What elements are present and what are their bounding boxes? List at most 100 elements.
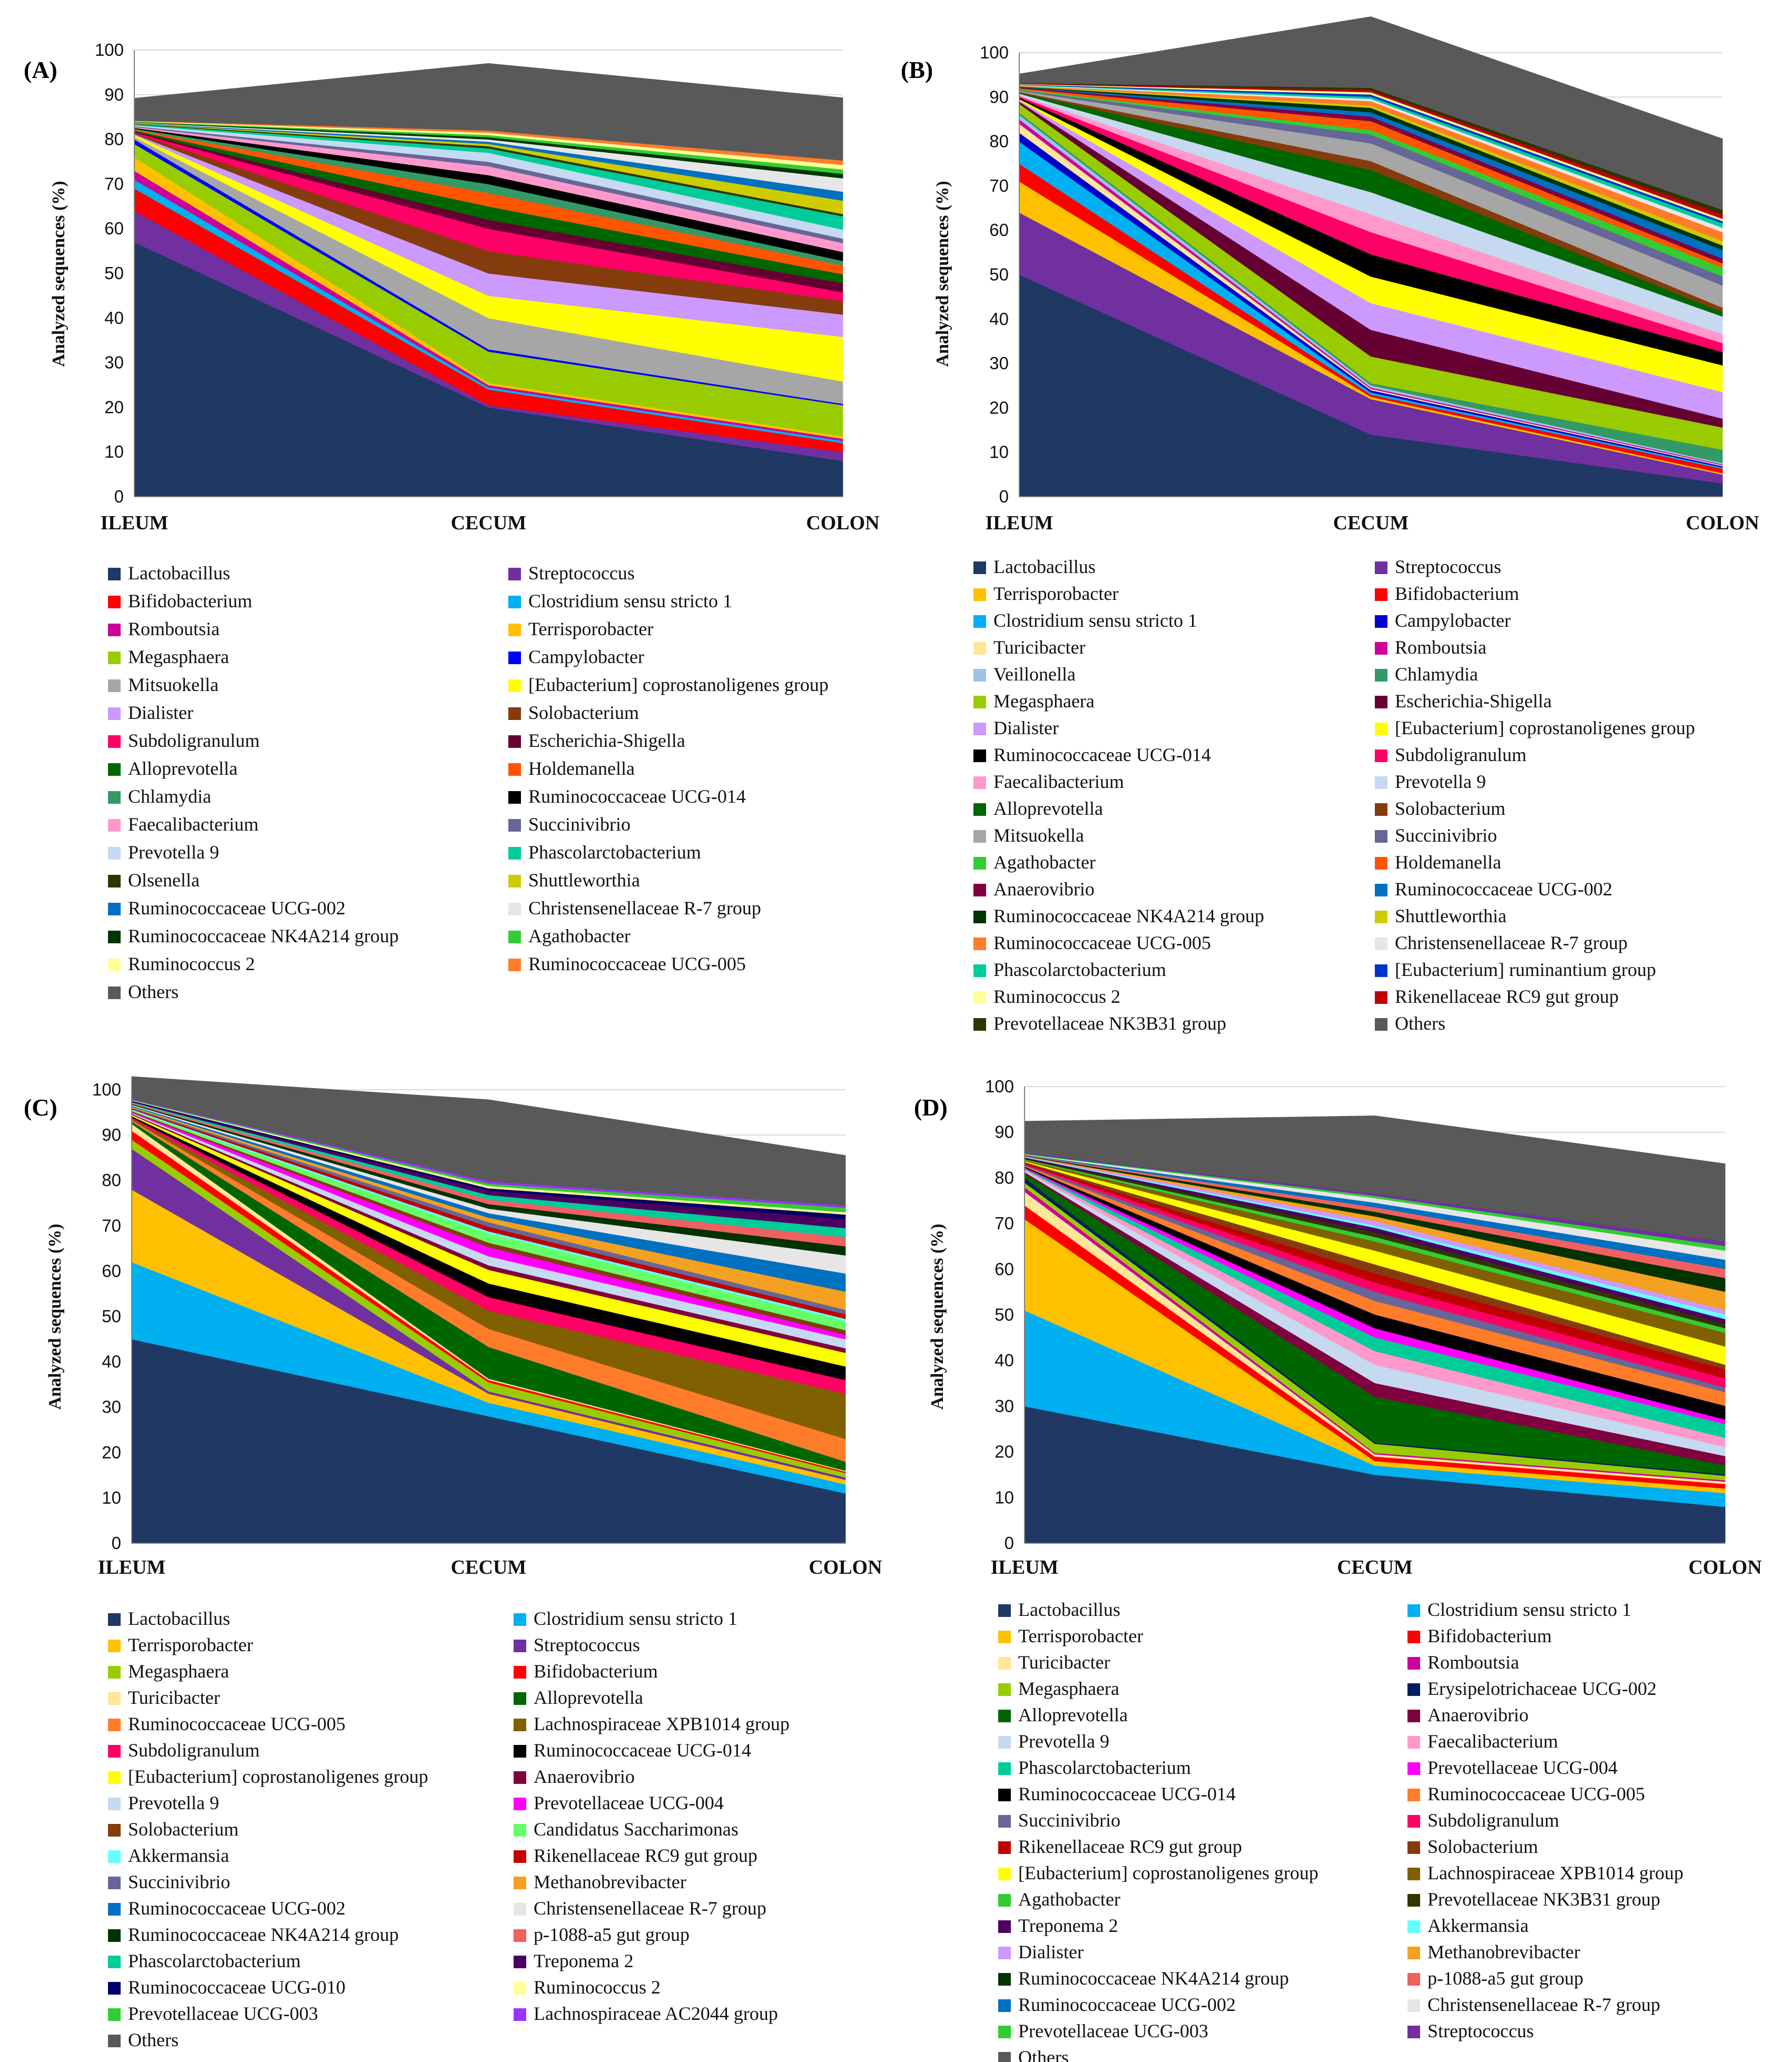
- legend-label: Alloprevotella: [128, 758, 238, 779]
- legend-swatch: [998, 2026, 1011, 2038]
- legend-label: Rikenellaceae RC9 gut group: [534, 1845, 757, 1866]
- legend-swatch: [508, 875, 521, 887]
- legend-swatch: [108, 1798, 121, 1810]
- legend-swatch: [108, 707, 121, 720]
- legend-label: Prevotellaceae UCG-004: [1427, 1757, 1618, 1778]
- legend-label: Ruminococcaceae UCG-010: [128, 1977, 346, 1998]
- legend-swatch: [108, 1956, 121, 1968]
- x-category-label: COLON: [1688, 1556, 1761, 1578]
- legend-swatch: [514, 1798, 526, 1810]
- legend-label: Bifidobacterium: [1395, 583, 1519, 604]
- legend-label: Chlamydia: [128, 786, 211, 807]
- legend-swatch: [973, 723, 986, 735]
- y-tick-label: 20: [995, 1442, 1014, 1462]
- legend-swatch: [998, 1841, 1011, 1854]
- legend-swatch: [1407, 1736, 1420, 1749]
- legend-swatch: [508, 596, 521, 608]
- legend-label: Methanobrevibacter: [534, 1871, 686, 1892]
- y-tick-label: 10: [995, 1487, 1014, 1507]
- legend-swatch: [108, 1719, 121, 1731]
- y-tick-label: 30: [989, 353, 1009, 373]
- legend-label: Akkermansia: [128, 1845, 229, 1866]
- legend-label: p-1088-a5 gut group: [1427, 1968, 1583, 1989]
- legend-label: Terrisporobacter: [1018, 1625, 1143, 1646]
- legend-label: Prevotella 9: [128, 842, 219, 863]
- legend-label: Romboutsia: [1395, 637, 1486, 658]
- y-tick-label: 60: [995, 1259, 1014, 1279]
- legend-label: Prevotellaceae UCG-003: [1018, 2020, 1208, 2041]
- legend-label: Turicibacter: [1018, 1652, 1110, 1673]
- legend-swatch: [973, 615, 986, 628]
- y-tick-label: 50: [102, 1307, 121, 1326]
- legend-label: Methanobrevibacter: [1427, 1941, 1580, 1962]
- legend-swatch: [998, 2052, 1011, 2062]
- legend-swatch: [973, 588, 986, 601]
- legend-label: Ruminococcus 2: [534, 1977, 661, 1998]
- legend-label: Terrisporobacter: [528, 618, 653, 639]
- legend-swatch: [998, 1710, 1011, 1722]
- legend-swatch: [1407, 1604, 1420, 1617]
- legend-swatch: [508, 568, 521, 580]
- y-tick-label: 100: [985, 1077, 1014, 1096]
- legend-label: Christensenellaceae R-7 group: [1427, 1994, 1660, 2015]
- legend-swatch: [973, 803, 986, 816]
- legend-label: Mitsuokella: [128, 674, 219, 695]
- legend-label: Clostridium sensu stricto 1: [993, 610, 1197, 631]
- legend-swatch: [514, 1982, 526, 1995]
- legend-label: Ruminococcaceae UCG-014: [1018, 1783, 1236, 1804]
- y-tick-label: 60: [102, 1261, 121, 1280]
- legend-label: [Eubacterium] coprostanoligenes group: [128, 1766, 428, 1787]
- legend-label: Rikenellaceae RC9 gut group: [1018, 1836, 1242, 1857]
- legend-swatch: [108, 1692, 121, 1705]
- legend-label: Ruminococcus 2: [128, 953, 255, 974]
- legend-swatch: [1407, 1710, 1420, 1722]
- y-tick-label: 20: [989, 398, 1009, 417]
- legend-swatch: [108, 568, 121, 580]
- y-axis-label: Analyzed sequences (%): [45, 1224, 65, 1409]
- legend-swatch: [508, 847, 521, 860]
- legend-label: Succinivibrio: [128, 1871, 230, 1892]
- legend-swatch: [108, 679, 121, 692]
- legend-label: Succinivibrio: [1395, 825, 1497, 846]
- y-tick-label: 90: [102, 1125, 121, 1145]
- legend-swatch: [1375, 642, 1387, 655]
- legend-swatch: [108, 763, 121, 776]
- legend-swatch: [973, 696, 986, 708]
- legend-swatch: [514, 1692, 526, 1705]
- legend-label: Turicibacter: [128, 1687, 220, 1708]
- y-tick-label: 60: [104, 219, 124, 238]
- legend-label: Agathobacter: [1018, 1889, 1120, 1910]
- legend-label: Ruminococcaceae UCG-005: [1427, 1783, 1645, 1804]
- legend-swatch: [973, 749, 986, 762]
- legend-label: Prevotellaceae NK3B31 group: [993, 1013, 1226, 1034]
- legend-label: Others: [1395, 1013, 1445, 1034]
- legend-label: Prevotella 9: [128, 1792, 219, 1813]
- legend-label: Anaerovibrio: [534, 1766, 635, 1787]
- y-tick-label: 0: [114, 487, 124, 506]
- legend-swatch: [973, 911, 986, 923]
- legend-swatch: [1407, 1868, 1420, 1880]
- legend-swatch: [1375, 615, 1387, 628]
- legend-swatch: [998, 1683, 1011, 1696]
- legend-label: Ruminococcaceae UCG-005: [528, 953, 746, 974]
- y-tick-label: 60: [989, 220, 1009, 240]
- legend-label: Ruminococcaceae UCG-002: [128, 897, 346, 919]
- legend-label: Dialister: [993, 717, 1059, 738]
- legend-label: Streptococcus: [534, 1634, 640, 1655]
- legend-swatch: [108, 1771, 121, 1784]
- legend-swatch: [508, 763, 521, 776]
- legend-label: Campylobacter: [1395, 610, 1511, 631]
- legend-swatch: [998, 1920, 1011, 1933]
- legend-label: Anaerovibrio: [1427, 1704, 1529, 1725]
- legend-swatch: [108, 903, 121, 915]
- legend-swatch: [108, 875, 121, 887]
- legend-swatch: [108, 1640, 121, 1652]
- legend-swatch: [108, 596, 121, 608]
- legend-swatch: [973, 857, 986, 870]
- legend-swatch: [108, 624, 121, 636]
- legend-label: Anaerovibrio: [993, 879, 1095, 900]
- legend-swatch: [108, 1877, 121, 1889]
- legend-swatch: [508, 707, 521, 720]
- legend-swatch: [1407, 1789, 1420, 1801]
- legend-swatch: [108, 652, 121, 664]
